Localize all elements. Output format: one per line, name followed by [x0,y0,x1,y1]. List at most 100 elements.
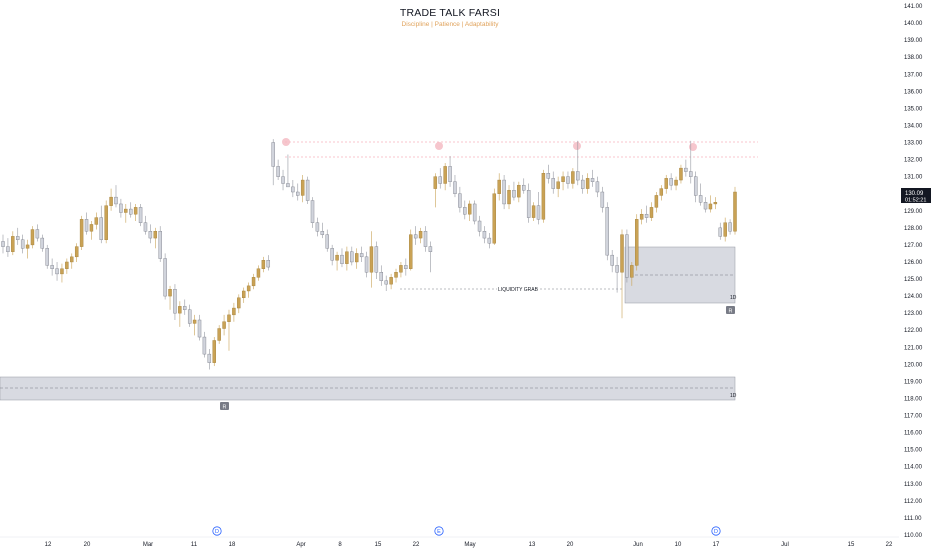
candle-body[interactable] [74,246,79,258]
candle-body[interactable] [50,265,54,269]
candle-body[interactable] [733,191,737,232]
candle-body[interactable] [467,203,472,215]
candle-body[interactable] [576,171,580,181]
candle-body[interactable] [207,353,212,363]
candle-body[interactable] [45,248,49,266]
candle-body[interactable] [158,231,162,259]
candle-body[interactable] [718,227,722,237]
candle-body[interactable] [281,176,285,184]
candle-body[interactable] [399,265,403,273]
candle-body[interactable] [266,260,271,268]
event-marker-icon[interactable] [711,526,721,536]
event-marker-icon[interactable] [212,526,222,536]
candle-body[interactable] [522,184,526,191]
candle-body[interactable] [271,142,275,167]
candle-body[interactable] [664,178,668,189]
candle-body[interactable] [286,183,290,188]
candle-body[interactable] [350,251,354,263]
candle-body[interactable] [251,277,256,287]
candle-body[interactable] [585,178,590,189]
candle-body[interactable] [679,167,683,181]
candle-body[interactable] [227,314,231,322]
candle-body[interactable] [79,219,84,247]
candle-body[interactable] [526,190,531,218]
candle-body[interactable] [237,297,241,309]
candle-body[interactable] [305,179,310,201]
candle-body[interactable] [40,237,45,249]
candle-body[interactable] [689,171,693,177]
candle-body[interactable] [1,241,5,247]
candle-body[interactable] [340,254,344,264]
candle-body[interactable] [84,219,89,232]
candle-body[interactable] [70,256,74,263]
candle-body[interactable] [615,265,619,273]
candle-body[interactable] [556,181,560,189]
candle-body[interactable] [561,176,565,182]
candle-body[interactable] [256,268,261,278]
candle-body[interactable] [325,234,329,249]
candle-body[interactable] [674,179,678,186]
candle-body[interactable] [659,188,664,196]
candle-body[interactable] [635,219,639,266]
candle-body[interactable] [104,205,108,240]
candle-body[interactable] [60,268,64,275]
candle-body[interactable] [610,254,614,266]
candle-body[interactable] [433,176,438,189]
candle-body[interactable] [183,306,187,310]
candle-body[interactable] [458,193,462,208]
candle-body[interactable] [502,179,506,205]
candle-body[interactable] [153,231,158,239]
candle-body[interactable] [708,203,713,210]
candle-body[interactable] [394,272,398,278]
candle-body[interactable] [217,328,221,341]
candle-body[interactable] [497,179,501,194]
candle-body[interactable] [65,261,69,269]
candle-body[interactable] [124,208,128,213]
candle-body[interactable] [369,246,374,273]
candle-body[interactable] [35,229,40,239]
candle-body[interactable] [630,265,634,278]
candle-body[interactable] [517,184,521,198]
candle-body[interactable] [703,202,708,210]
price-axis-background[interactable] [899,0,932,550]
candle-body[interactable] [359,253,364,258]
candle-body[interactable] [536,205,541,220]
candle-body[interactable] [261,260,266,269]
candle-body[interactable] [315,222,320,232]
candle-body[interactable] [119,203,123,213]
candle-body[interactable] [453,181,457,194]
candle-body[interactable] [669,178,673,186]
candle-body[interactable] [173,289,177,314]
candle-body[interactable] [463,207,467,215]
candle-body[interactable] [320,231,325,235]
candle-body[interactable] [291,186,295,193]
candle-body[interactable] [566,176,570,184]
candle-body[interactable] [639,213,644,220]
candle-body[interactable] [512,190,516,198]
candle-body[interactable] [6,246,10,252]
candle-body[interactable] [246,285,251,292]
candle-body[interactable] [178,306,182,314]
candle-body[interactable] [330,248,334,261]
candle-body[interactable] [197,319,202,338]
candle-body[interactable] [418,231,423,239]
candle-body[interactable] [379,272,384,281]
candle-body[interactable] [374,246,379,273]
candle-body[interactable] [99,217,103,240]
last-price-badge[interactable]: 130.09 01:52:21 [901,188,931,204]
candle-body[interactable] [11,236,15,252]
candle-body[interactable] [684,167,688,172]
candle-body[interactable] [654,195,659,208]
candle-body[interactable] [423,231,428,247]
candle-body[interactable] [384,280,388,285]
candle-body[interactable] [531,205,536,218]
candle-body[interactable] [413,234,418,239]
candle-body[interactable] [94,217,99,225]
zone-lower-flag[interactable] [220,402,229,410]
candle-body[interactable] [723,222,727,237]
candle-body[interactable] [163,258,167,297]
candle-body[interactable] [389,277,393,285]
candle-body[interactable] [698,195,703,203]
candle-body[interactable] [595,181,600,193]
